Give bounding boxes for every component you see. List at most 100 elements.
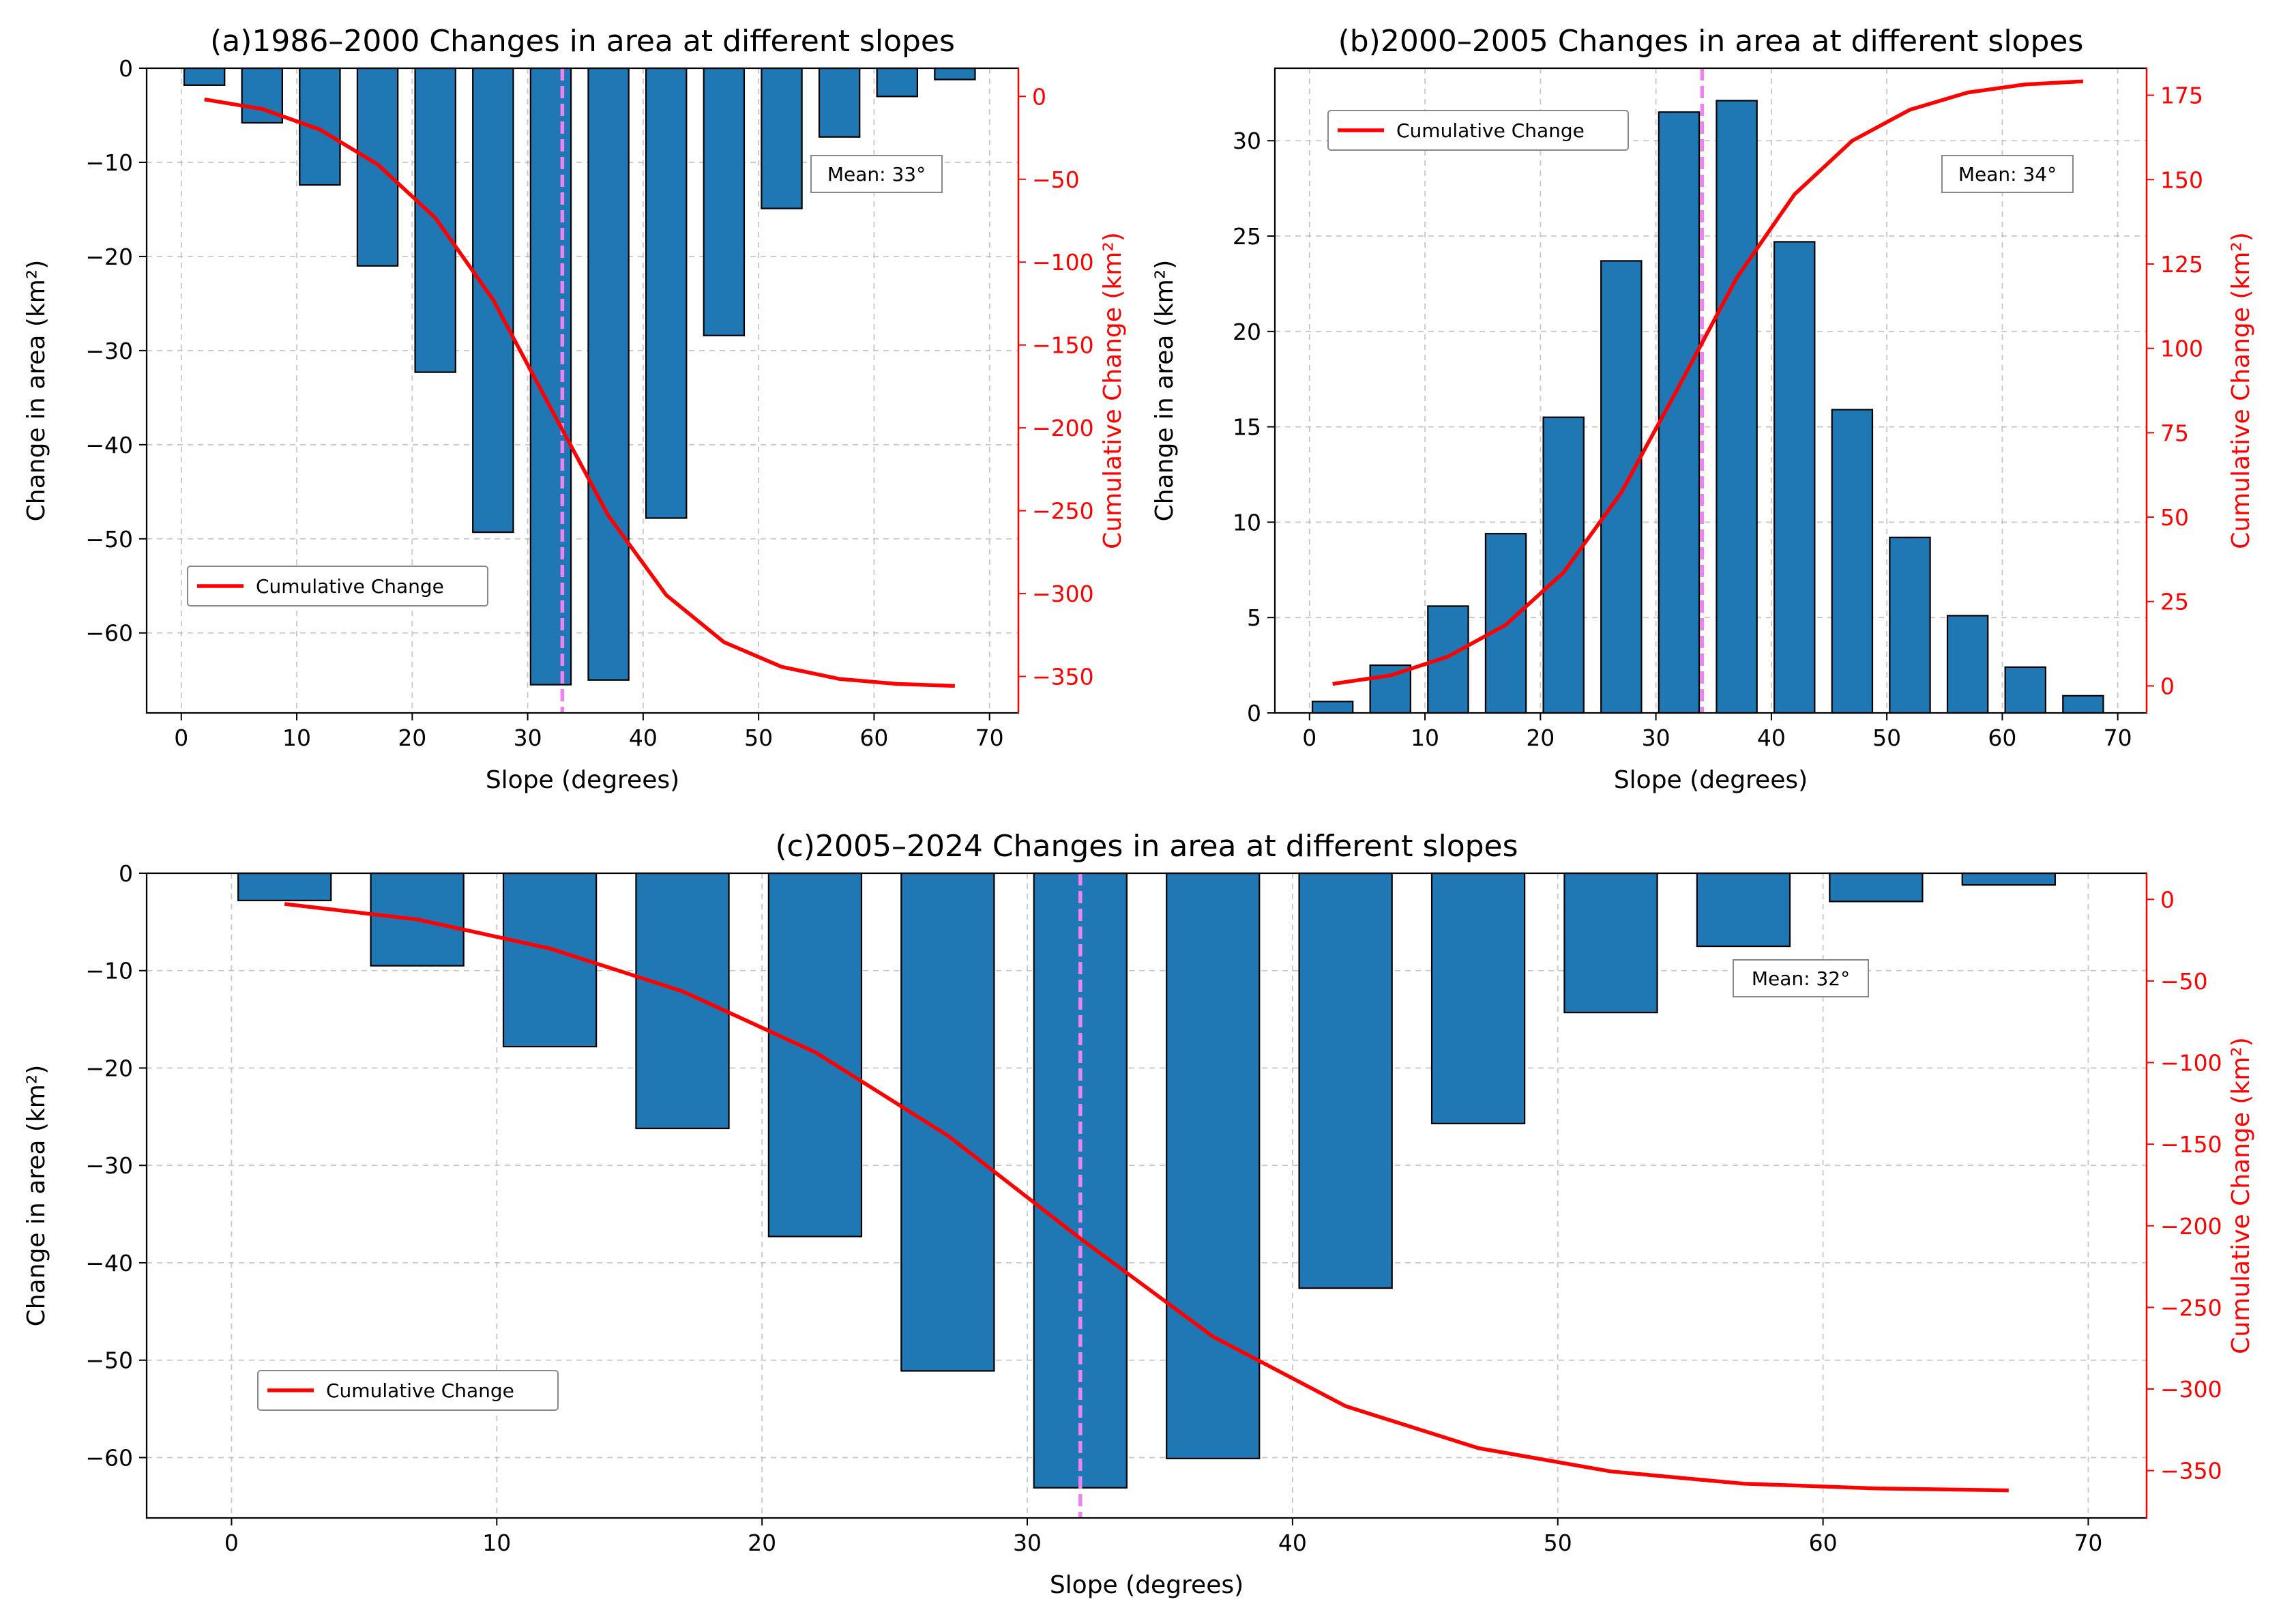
y-tick-label: 0 — [119, 860, 133, 887]
panel-a-bars — [183, 67, 976, 686]
x-tick-label: 40 — [629, 725, 658, 751]
x-tick-label: 50 — [1544, 1530, 1572, 1556]
panel-c-cumulative-line — [284, 902, 2009, 1493]
panel-b-legend-label: Cumulative Change — [1396, 119, 1585, 142]
y2-tick-label: −50 — [1032, 166, 1080, 193]
y-tick-label: −10 — [85, 149, 133, 176]
y2-tick-label: 175 — [2160, 83, 2203, 109]
y2-tick-label: −350 — [1032, 664, 1094, 690]
panel-b-title: (b)2000–2005 Changes in area at differen… — [1338, 24, 2084, 59]
panel-a-mean-annotation: Mean: 33° — [810, 155, 943, 193]
bar — [818, 67, 861, 138]
y2-tick-label: −150 — [1032, 332, 1094, 359]
panel-b-cumulative-line — [1332, 79, 2084, 686]
x-tick-label: 20 — [748, 1530, 776, 1556]
x-tick-label: 70 — [2104, 725, 2132, 751]
panel-c-legend-label: Cumulative Change — [326, 1379, 514, 1402]
y2-tick-label: −50 — [2160, 968, 2208, 995]
bar — [1369, 664, 1411, 714]
bar — [587, 67, 630, 681]
y-tick-label: −40 — [85, 432, 133, 458]
x-tick-label: 60 — [859, 725, 888, 751]
bar — [183, 67, 226, 86]
panel-b-grid — [1275, 68, 2147, 714]
y2-tick-label: 25 — [2160, 589, 2189, 615]
bar — [767, 872, 863, 1238]
x-tick-label: 50 — [1872, 725, 1901, 751]
x-tick-label: 0 — [174, 725, 188, 751]
panel-b-x-axis-label: Slope (degrees) — [1614, 766, 1808, 794]
panel-c-y2-axis-label: Cumulative Change (km²) — [2227, 1037, 2255, 1354]
y2-tick-label: 150 — [2160, 166, 2203, 193]
bar — [1563, 872, 1658, 1014]
y-tick-label: −20 — [85, 244, 133, 270]
panel-a-legend-label: Cumulative Change — [256, 575, 444, 598]
y-tick-label: 15 — [1233, 414, 1261, 441]
panel-b-legend-box — [1327, 110, 1629, 151]
panel-a-title: (a)1986–2000 Changes in area at differen… — [210, 24, 955, 59]
y2-tick-label: 125 — [2160, 251, 2203, 278]
x-tick-label: 0 — [1302, 725, 1316, 751]
y-tick-label: 20 — [1233, 319, 1261, 345]
panel-a-y-axis-label: Change in area (km²) — [23, 260, 50, 522]
y2-tick-label: −250 — [2160, 1294, 2222, 1321]
panel-b-legend: Cumulative Change — [1327, 110, 1629, 151]
panel-c-mean-box — [1733, 959, 1869, 997]
bar — [1311, 701, 1354, 714]
bar — [1831, 409, 1874, 714]
x-tick-label: 10 — [282, 725, 311, 751]
y2-tick-label: −300 — [2160, 1376, 2222, 1403]
y-tick-label: 25 — [1233, 223, 1261, 250]
panel-c: 0 10 20 30 40 50 60 70 0 −10 −20 −30 −40 −50 −60 0 −50 −1… — [23, 829, 2255, 1599]
y-tick-label: −50 — [85, 1347, 133, 1374]
x-tick-label: 10 — [1411, 725, 1439, 751]
y-tick-label: −50 — [85, 526, 133, 553]
panel-a-x-axis-label: Slope (degrees) — [486, 766, 679, 794]
y2-tick-label: −200 — [2160, 1213, 2222, 1240]
x-tick-label: 0 — [224, 1530, 239, 1556]
y-tick-label: −10 — [85, 958, 133, 984]
panel-b-ticks: 0 10 20 30 40 50 60 70 0 5 10 15 20 25 30 0 25 50 75 100 125… — [1233, 83, 2203, 751]
panel-a-legend-box — [187, 566, 488, 606]
x-tick-label: 70 — [2074, 1530, 2102, 1556]
y-tick-label: 0 — [1247, 700, 1261, 727]
bar — [645, 67, 688, 519]
y-tick-label: −30 — [85, 338, 133, 364]
y2-tick-label: 50 — [2160, 504, 2189, 531]
bar — [900, 872, 995, 1372]
x-tick-label: 30 — [514, 725, 542, 751]
bar — [1600, 260, 1643, 714]
y2-tick-label: 0 — [2160, 886, 2175, 913]
panel-c-legend-box — [257, 1370, 559, 1411]
bar — [1773, 241, 1816, 714]
bar — [703, 67, 746, 336]
y2-tick-label: 75 — [2160, 420, 2189, 446]
x-tick-label: 70 — [975, 725, 1004, 751]
y2-tick-label: 0 — [1032, 83, 1046, 110]
bar — [1430, 872, 1526, 1124]
x-tick-label: 50 — [744, 725, 773, 751]
y-tick-label: 5 — [1247, 604, 1261, 631]
panel-b-bars — [1311, 100, 2104, 714]
panel-c-mean-label: Mean: 32° — [1752, 967, 1850, 990]
bar — [1542, 416, 1585, 714]
panel-c-legend: Cumulative Change — [257, 1370, 559, 1411]
bar — [529, 67, 572, 686]
y2-tick-label: −300 — [1032, 581, 1094, 607]
x-tick-label: 60 — [1988, 725, 2016, 751]
y-tick-label: 30 — [1233, 128, 1261, 154]
panel-b-mean-label: Mean: 34° — [1958, 163, 2057, 186]
panel-a-cumulative-line — [204, 97, 955, 688]
y2-tick-label: −200 — [1032, 415, 1094, 441]
bar — [299, 67, 341, 186]
panel-c-ticks: 0 10 20 30 40 50 60 70 0 −10 −20 −30 −40 −50 −60 0 −50 −1… — [85, 860, 2222, 1556]
bar — [635, 872, 730, 1130]
bar — [1961, 872, 2056, 886]
x-tick-label: 20 — [398, 725, 426, 751]
y-tick-label: −40 — [85, 1250, 133, 1276]
x-tick-label: 20 — [1526, 725, 1555, 751]
panel-b-y-axis-label: Change in area (km²) — [1151, 260, 1179, 522]
panel-c-x-axis-label: Slope (degrees) — [1050, 1571, 1243, 1599]
bar — [2004, 666, 2046, 714]
x-tick-label: 30 — [1642, 725, 1671, 751]
